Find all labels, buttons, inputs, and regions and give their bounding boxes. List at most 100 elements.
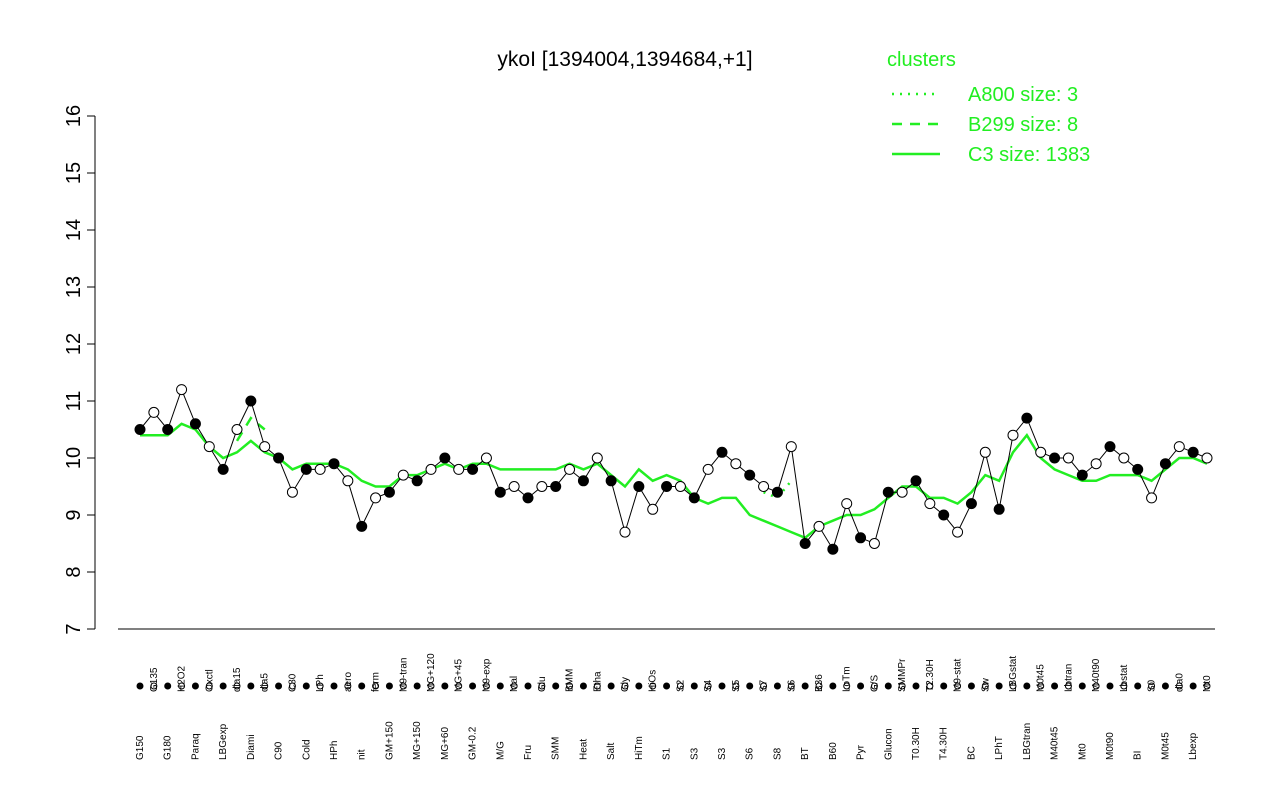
x-tick-label: T0.30H xyxy=(911,727,922,760)
data-point xyxy=(536,481,548,492)
data-point xyxy=(965,498,977,510)
rug-mark xyxy=(413,682,421,690)
rug-mark xyxy=(164,682,172,690)
x-tick-label: dia5 xyxy=(260,673,271,692)
rug-mark xyxy=(1037,682,1045,690)
data-point xyxy=(273,452,285,464)
rug-mark xyxy=(1161,682,1169,690)
x-tick-label: HiTm xyxy=(634,736,645,760)
data-point xyxy=(674,481,686,492)
x-tick-label: LBGtran xyxy=(1022,723,1033,760)
rug-mark xyxy=(954,682,962,690)
x-tick-label: S0 xyxy=(1147,679,1158,692)
x-tick-label: Mal xyxy=(509,676,520,692)
data-point xyxy=(494,486,506,498)
data-point xyxy=(813,520,825,532)
x-tick-label: GM-0.2 xyxy=(468,726,479,760)
data-point xyxy=(868,538,880,549)
x-tick-label: Cold xyxy=(301,739,312,760)
rug-mark xyxy=(247,682,255,690)
rug-mark xyxy=(219,682,227,690)
rug-mark xyxy=(635,682,643,690)
x-tick-label: nit xyxy=(357,749,368,760)
data-point xyxy=(577,475,589,487)
rug-mark xyxy=(178,682,186,690)
rug-mark xyxy=(843,682,851,690)
x-tick-label: S7 xyxy=(759,679,770,692)
data-point xyxy=(564,463,576,475)
rug-mark xyxy=(1189,682,1197,690)
data-point xyxy=(688,492,700,504)
rug-mark xyxy=(316,682,324,690)
x-tick-label: C30 xyxy=(287,673,298,692)
data-point xyxy=(217,463,229,475)
rug-mark xyxy=(787,682,795,690)
rug-mark xyxy=(967,682,975,690)
rug-mark xyxy=(510,682,518,690)
x-tick-label: BI xyxy=(1133,751,1144,760)
data-point xyxy=(882,486,894,498)
rug-mark xyxy=(372,682,380,690)
data-point xyxy=(1173,441,1185,453)
x-tick-label: S2 xyxy=(675,679,686,692)
y-tick-label: 14 xyxy=(63,219,85,241)
x-tick-label: MG+60 xyxy=(440,726,451,760)
rug-mark xyxy=(552,682,560,690)
x-tick-label: MG+120 xyxy=(426,653,437,692)
x-tick-label: BMM xyxy=(565,669,576,692)
x-tick-label: MG+150 xyxy=(412,721,423,760)
x-tick-label: S8 xyxy=(772,747,783,760)
x-tick-label: M40t45 xyxy=(1050,726,1061,760)
data-point xyxy=(1021,412,1033,424)
x-tick-label: HiOs xyxy=(648,670,659,692)
x-tick-label: C90 xyxy=(274,741,285,760)
x-tick-label: M9-tran xyxy=(398,658,409,692)
rug-mark xyxy=(607,682,615,690)
x-tick-label: M9-exp xyxy=(481,658,492,692)
x-tick-label: S6 xyxy=(745,747,756,760)
data-point xyxy=(910,475,922,487)
data-point xyxy=(522,492,534,504)
data-point xyxy=(189,418,201,430)
data-point xyxy=(827,543,839,555)
x-tick-label: Lbtran xyxy=(1063,664,1074,692)
rug-mark xyxy=(482,682,490,690)
rug-mark xyxy=(275,682,283,690)
x-tick-label: Gly xyxy=(620,677,631,692)
rug-mark xyxy=(150,682,158,690)
data-point xyxy=(744,469,756,481)
x-tick-label: S5 xyxy=(731,679,742,692)
data-point xyxy=(411,475,423,487)
rug-mark xyxy=(205,682,213,690)
rug-mark xyxy=(995,682,1003,690)
rug-mark xyxy=(621,682,629,690)
x-tick-label: Mt0 xyxy=(1202,675,1213,692)
rug-mark xyxy=(690,682,698,690)
data-point xyxy=(1062,452,1074,464)
data-point xyxy=(1090,458,1102,470)
data-point xyxy=(162,424,174,435)
data-point xyxy=(480,452,492,464)
rug-mark xyxy=(1175,682,1183,690)
x-tick-label: M0t90 xyxy=(1105,732,1116,760)
x-tick-label: LPhT xyxy=(994,736,1005,760)
rug-mark xyxy=(732,682,740,690)
data-point xyxy=(952,526,964,538)
x-tick-label: LoTm xyxy=(842,666,853,692)
data-point xyxy=(785,441,797,453)
x-tick-label: Glucon xyxy=(883,728,894,760)
x-tick-label: Lbstat xyxy=(1119,665,1130,692)
x-tick-label: B36 xyxy=(814,674,825,692)
data-point xyxy=(896,486,908,498)
x-tick-label: GM+150 xyxy=(384,721,395,760)
x-tick-label: Fru xyxy=(523,745,534,760)
rug-mark xyxy=(524,682,532,690)
data-point xyxy=(1076,469,1088,481)
x-tick-label: Diami xyxy=(246,734,257,760)
rug-mark xyxy=(649,682,657,690)
x-tick-label: M0t45 xyxy=(1160,732,1171,760)
data-point xyxy=(605,475,617,487)
x-tick-label: HPh xyxy=(329,741,340,760)
legend-label: B299 size: 8 xyxy=(968,114,1078,136)
rug-mark xyxy=(1092,682,1100,690)
